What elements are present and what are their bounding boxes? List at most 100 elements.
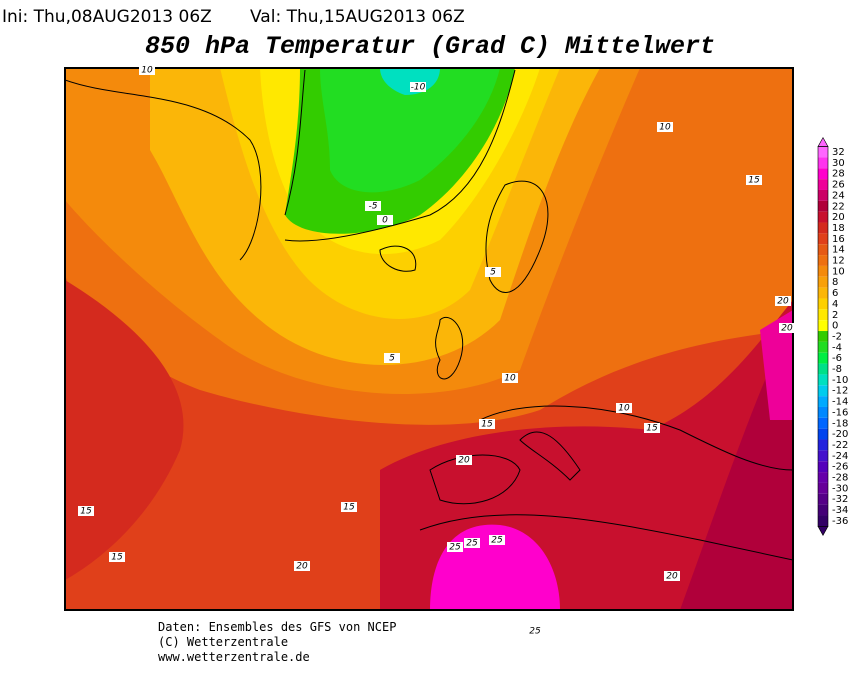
colorbar-swatch: [818, 341, 828, 353]
init-time: Ini: Thu,08AUG2013 06Z: [2, 7, 212, 27]
contour-label-box: [365, 201, 381, 211]
contour-label: 10: [618, 404, 630, 414]
colorbar-label: 16: [832, 234, 845, 245]
colorbar-swatch: [818, 385, 828, 397]
colorbar-label: -34: [832, 505, 848, 516]
colorbar-swatch: [818, 504, 828, 516]
colorbar-label: -36: [832, 516, 848, 527]
contour-label-box: [664, 571, 680, 581]
contour-label: 15: [748, 176, 760, 186]
contour-label-box: [456, 455, 472, 465]
colorbar-cap: [817, 136, 829, 147]
contour-label: 20: [777, 297, 789, 307]
contour-label-box: [502, 373, 518, 383]
colorbar-cap: [817, 526, 829, 536]
contour-label-box: [109, 552, 125, 562]
colorbar-swatch: [818, 352, 828, 364]
contour-label-box: [294, 561, 310, 571]
coastlines: [65, 69, 793, 561]
field: [680, 320, 793, 610]
contour-label-box: [775, 296, 791, 306]
colorbar-label: -14: [832, 397, 848, 408]
contour-label: 10: [504, 374, 516, 384]
field: [65, 280, 184, 580]
colorbar-label: -30: [832, 483, 848, 494]
colorbar-label: -20: [832, 429, 848, 440]
contour-label-box: [377, 215, 393, 225]
colorbar-label: 28: [832, 169, 845, 180]
contour-label: 5: [389, 354, 395, 364]
contour-label: 15: [481, 420, 493, 430]
colorbar-swatch: [818, 146, 828, 158]
colorbar-swatch: [818, 493, 828, 505]
contour-label: -5: [369, 202, 378, 212]
colorbar-swatch: [818, 287, 828, 299]
contour-label: 20: [296, 562, 308, 572]
colorbar-label: 20: [832, 212, 845, 223]
colorbar-swatch: [818, 179, 828, 190]
colorbar-label: 22: [832, 201, 845, 212]
colorbar-label: -16: [832, 407, 848, 418]
contour-label: 20: [458, 456, 470, 466]
contour-label-box: [644, 423, 660, 433]
contour-label: 25: [449, 543, 461, 553]
colorbar-label: 4: [832, 299, 838, 310]
colorbar-label: 10: [832, 266, 845, 277]
contour-label: 15: [80, 507, 92, 517]
colorbar-swatch: [818, 255, 828, 266]
footer-line: www.wetterzentrale.de: [158, 650, 310, 664]
contour-label-box: [616, 403, 632, 413]
colorbar-swatch: [818, 482, 828, 494]
colorbar-label: 32: [832, 147, 845, 158]
contour-label: 15: [343, 503, 355, 513]
colorbar-label: 12: [832, 256, 845, 267]
map-frame: [64, 67, 794, 611]
colorbar-label: 8: [832, 277, 838, 288]
colorbar-label: -10: [832, 375, 848, 386]
contour-label-box: [464, 538, 480, 548]
colorbar-label: -12: [832, 386, 848, 397]
contour-label-box: [139, 65, 155, 75]
field: [320, 68, 500, 193]
colorbar-swatch: [818, 222, 828, 234]
colorbar-label: 26: [832, 180, 845, 191]
contour-label-box: [447, 542, 463, 552]
colorbar-label: 18: [832, 223, 845, 234]
colorbar-label: 24: [832, 190, 845, 201]
colorbar-label: -32: [832, 494, 848, 505]
colorbar-label: -26: [832, 462, 848, 473]
colorbar-swatch: [818, 374, 828, 386]
colorbar-label: -22: [832, 440, 848, 451]
colorbar-swatch: [818, 298, 828, 310]
colorbar-swatch: [818, 331, 828, 342]
colorbar-swatch: [818, 211, 828, 223]
contour-label: 10: [659, 123, 671, 133]
valid-time: Val: Thu,15AUG2013 06Z: [250, 7, 465, 27]
contour-label: 25: [529, 627, 541, 637]
colorbar-swatch: [818, 417, 828, 429]
colorbar-label: 0: [832, 321, 838, 332]
colorbar-swatch: [818, 450, 828, 462]
colorbar-swatch: [818, 244, 828, 256]
contour-label-box: [746, 175, 762, 185]
colorbar-swatch: [818, 276, 828, 288]
colorbar-swatch: [818, 515, 828, 527]
colorbar-swatch: [818, 428, 828, 440]
contour-label-box: [527, 626, 543, 636]
contour-label: 20: [781, 324, 793, 334]
colorbar-swatch: [818, 233, 828, 245]
colorbar-swatch: [818, 157, 828, 169]
colorbar-swatch: [818, 320, 828, 332]
contour-label-box: [341, 502, 357, 512]
contour-label: 0: [382, 216, 388, 226]
contour-label: 25: [491, 536, 503, 546]
colorbar-label: 14: [832, 245, 845, 256]
colorbar-swatch: [818, 363, 828, 375]
map: [65, 68, 793, 610]
colorbar-swatch: [818, 406, 828, 418]
footer-line: Daten: Ensembles des GFS von NCEP: [158, 620, 396, 634]
colorbar-label: 30: [832, 158, 845, 169]
colorbar-swatch: [818, 472, 828, 483]
contour-label-box: [410, 82, 426, 92]
contour-label: 25: [466, 539, 478, 549]
